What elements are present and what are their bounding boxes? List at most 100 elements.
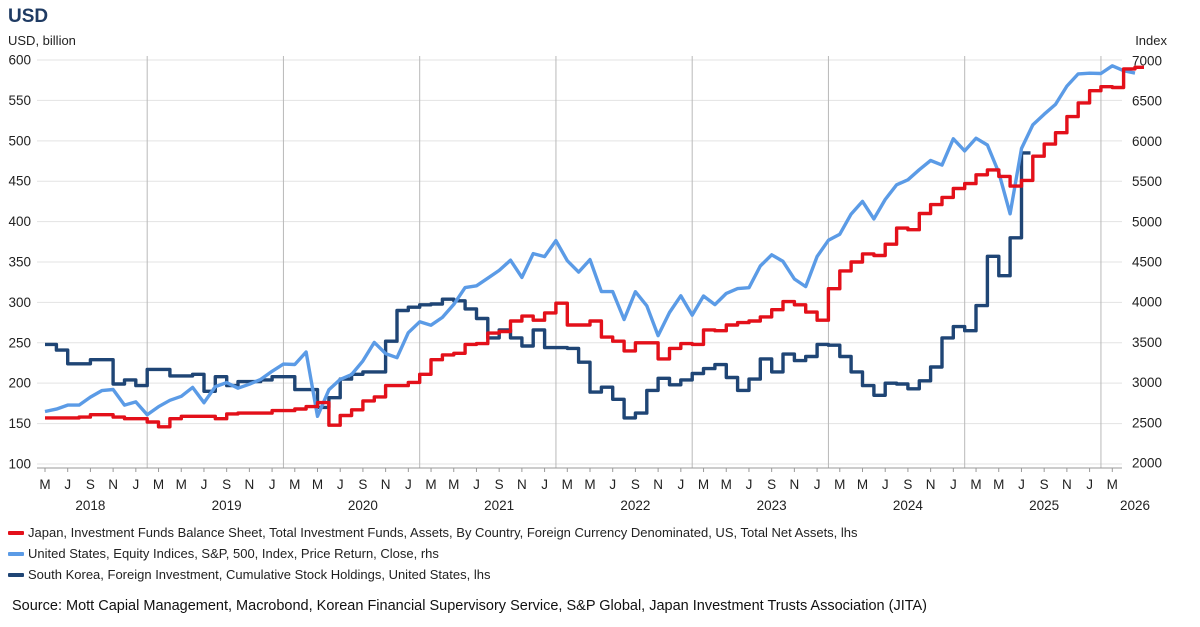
month-tick-label: M (584, 477, 595, 492)
legend-swatch (8, 572, 24, 577)
month-tick-label: J (405, 477, 412, 492)
month-tick-label: N (381, 477, 391, 492)
month-tick-label: M (289, 477, 300, 492)
month-tick-label: S (358, 477, 367, 492)
chart-title: USD (8, 6, 49, 27)
month-tick-label: M (39, 477, 50, 492)
legend-label: United States, Equity Indices, S&P, 500,… (28, 546, 439, 561)
right-tick-label: 2500 (1132, 415, 1162, 430)
right-tick-label: 3000 (1132, 375, 1162, 390)
month-tick-label: S (631, 477, 640, 492)
grid-lines (37, 56, 1122, 468)
right-tick-label: 4000 (1132, 295, 1162, 310)
month-tick-label: J (132, 477, 139, 492)
month-tick-label: J (269, 477, 276, 492)
month-tick-label: J (1086, 477, 1093, 492)
month-tick-label: M (970, 477, 981, 492)
legend-item-korea: South Korea, Foreign Investment, Cumulat… (8, 564, 858, 585)
right-tick-label: 5000 (1132, 214, 1162, 229)
right-tick-label: 6500 (1132, 94, 1162, 109)
left-tick-label: 300 (8, 295, 31, 310)
month-tick-label: N (926, 477, 936, 492)
legend-item-japan: Japan, Investment Funds Balance Sheet, T… (8, 522, 858, 543)
left-tick-label: 350 (8, 255, 31, 270)
legend-swatch (8, 530, 24, 535)
month-tick-label: S (86, 477, 95, 492)
month-tick-label: J (1018, 477, 1025, 492)
month-tick-label: S (1040, 477, 1049, 492)
month-tick-label: N (790, 477, 800, 492)
month-tick-label: J (609, 477, 616, 492)
year-tick-label: 2018 (75, 498, 105, 513)
line-chart: 100 150 200 250 300 350 400 450 500 550 600 2000 250… (8, 53, 1162, 513)
month-tick-label: J (814, 477, 821, 492)
left-tick-label: 500 (8, 133, 31, 148)
month-tick-label: M (993, 477, 1004, 492)
year-tick-label: 2022 (620, 498, 650, 513)
month-tick-label: N (653, 477, 663, 492)
series-lines (44, 64, 1144, 429)
month-tick-label: M (176, 477, 187, 492)
left-tick-label: 600 (8, 53, 31, 68)
month-tick-label: S (903, 477, 912, 492)
legend-item-sp500: United States, Equity Indices, S&P, 500,… (8, 543, 858, 564)
month-tick-label: M (857, 477, 868, 492)
left-tick-label: 200 (8, 376, 31, 391)
month-tick-label: M (834, 477, 845, 492)
month-tick-label: J (677, 477, 684, 492)
source-note: Source: Mott Capial Management, Macrobon… (12, 598, 928, 614)
right-tick-label: 3500 (1132, 335, 1162, 350)
right-axis-unit: Index (1135, 33, 1167, 48)
month-tick-label: J (882, 477, 889, 492)
month-tick-label: M (721, 477, 732, 492)
left-tick-label: 250 (8, 335, 31, 350)
year-tick-label: 2026 (1120, 498, 1150, 513)
month-tick-label: N (245, 477, 255, 492)
left-tick-label: 400 (8, 214, 31, 229)
month-tick-label: J (950, 477, 957, 492)
month-tick-label: J (541, 477, 548, 492)
year-tick-label: 2019 (212, 498, 242, 513)
series-line-sp500 (44, 64, 1136, 418)
legend-label: South Korea, Foreign Investment, Cumulat… (28, 567, 491, 582)
month-tick-label: M (698, 477, 709, 492)
month-tick-label: N (108, 477, 118, 492)
month-tick-label: S (767, 477, 776, 492)
month-tick-label: S (222, 477, 231, 492)
right-tick-label: 5500 (1132, 174, 1162, 189)
axes: 100 150 200 250 300 350 400 450 500 550 600 2000 250… (8, 53, 1162, 513)
year-tick-label: 2024 (893, 498, 924, 513)
month-tick-label: M (448, 477, 459, 492)
legend-swatch (8, 551, 24, 556)
year-tick-label: 2023 (757, 498, 787, 513)
right-tick-label: 2000 (1132, 455, 1162, 470)
left-tick-label: 450 (8, 174, 31, 189)
month-tick-label: J (337, 477, 344, 492)
right-tick-label: 7000 (1132, 54, 1162, 69)
right-tick-label: 6000 (1132, 134, 1162, 149)
left-axis-unit: USD, billion (8, 33, 76, 48)
month-tick-label: S (495, 477, 504, 492)
left-tick-label: 100 (8, 456, 31, 471)
month-tick-label: N (517, 477, 527, 492)
month-tick-label: M (312, 477, 323, 492)
month-tick-label: M (562, 477, 573, 492)
right-tick-label: 4500 (1132, 255, 1162, 270)
month-tick-label: N (1062, 477, 1072, 492)
month-tick-label: M (153, 477, 164, 492)
month-tick-label: J (746, 477, 753, 492)
month-tick-label: M (425, 477, 436, 492)
year-tick-label: 2020 (348, 498, 378, 513)
legend: Japan, Investment Funds Balance Sheet, T… (8, 522, 858, 585)
month-tick-label: M (1107, 477, 1118, 492)
month-tick-label: J (64, 477, 71, 492)
series-line-japan (45, 65, 1144, 429)
left-tick-label: 550 (8, 93, 31, 108)
year-tick-label: 2025 (1029, 498, 1059, 513)
month-tick-label: J (201, 477, 208, 492)
year-tick-label: 2021 (484, 498, 514, 513)
left-tick-label: 150 (8, 416, 31, 431)
series-line-korea (45, 151, 1031, 420)
legend-label: Japan, Investment Funds Balance Sheet, T… (28, 525, 858, 540)
month-tick-label: J (473, 477, 480, 492)
